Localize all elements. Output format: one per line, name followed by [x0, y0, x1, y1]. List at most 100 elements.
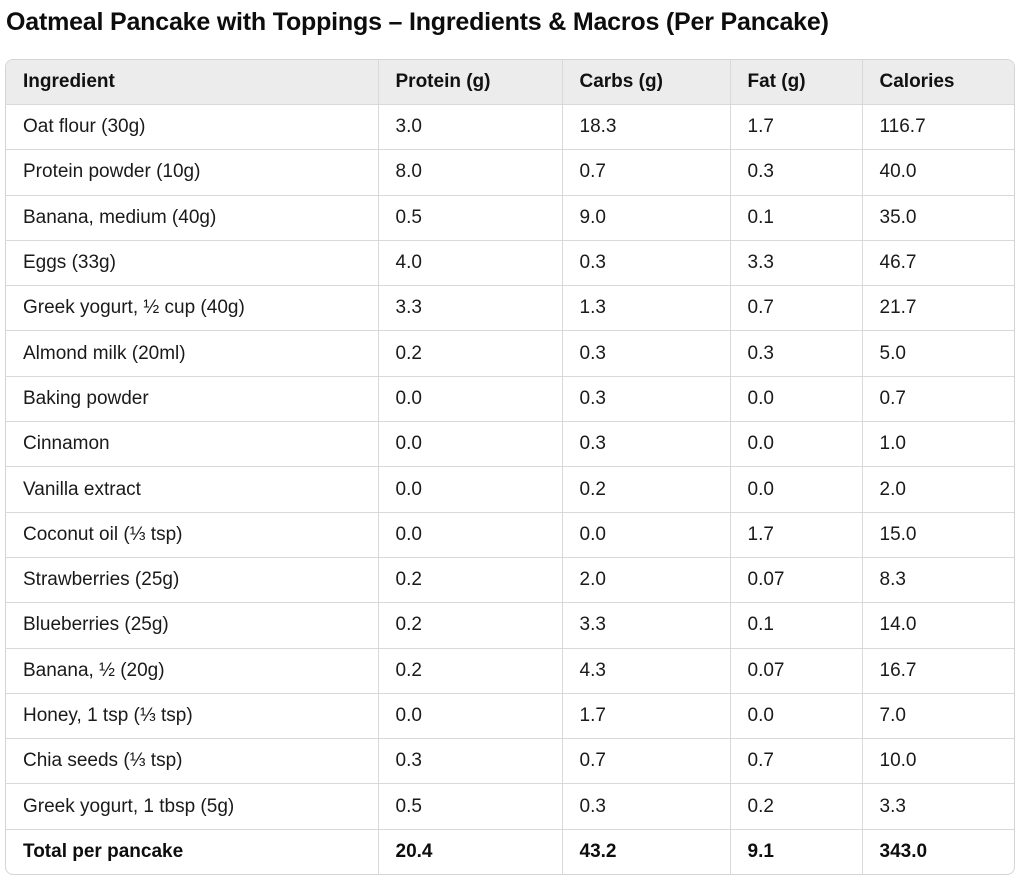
calories-cell: 1.0 — [862, 421, 1014, 468]
fat-cell: 0.7 — [730, 285, 863, 332]
protein-cell: 3.0 — [378, 104, 563, 151]
calories-cell: 15.0 — [862, 512, 1014, 558]
calories-cell: 7.0 — [862, 693, 1014, 740]
ingredient-cell: Protein powder (10g) — [6, 149, 379, 196]
protein-cell: 0.2 — [378, 648, 563, 694]
total-row: Total per pancake 20.4 43.2 9.1 343.0 — [6, 829, 1014, 875]
fat-cell: 0.0 — [730, 466, 863, 513]
fat-cell: 0.0 — [730, 421, 863, 468]
fat-cell: 0.3 — [730, 330, 863, 377]
calories-cell: 3.3 — [862, 783, 1014, 830]
table-row: Protein powder (10g) 8.0 0.7 0.3 40.0 — [6, 149, 1014, 196]
carbs-cell: 1.7 — [562, 693, 731, 740]
ingredient-cell: Banana, medium (40g) — [6, 195, 379, 241]
carbs-cell: 1.3 — [562, 285, 731, 332]
fat-cell: 3.3 — [730, 240, 863, 287]
calories-cell: 0.7 — [862, 376, 1014, 423]
carbs-cell: 18.3 — [562, 104, 731, 151]
protein-cell: 0.2 — [378, 330, 563, 377]
table-header-row: Ingredient Protein (g) Carbs (g) Fat (g)… — [6, 60, 1014, 105]
carbs-cell: 0.3 — [562, 421, 731, 468]
carbs-cell: 0.7 — [562, 738, 731, 785]
carbs-cell: 9.0 — [562, 195, 731, 241]
carbs-cell: 0.2 — [562, 466, 731, 513]
table-row: Greek yogurt, 1 tbsp (5g) 0.5 0.3 0.2 3.3 — [6, 783, 1014, 830]
protein-cell: 4.0 — [378, 240, 563, 287]
ingredient-cell: Chia seeds (⅓ tsp) — [6, 738, 379, 785]
table-row: Coconut oil (⅓ tsp) 0.0 0.0 1.7 15.0 — [6, 512, 1014, 558]
calories-cell: 2.0 — [862, 466, 1014, 513]
ingredient-cell: Almond milk (20ml) — [6, 330, 379, 377]
fat-cell: 0.1 — [730, 602, 863, 649]
total-protein-cell: 20.4 — [378, 829, 563, 875]
ingredient-cell: Blueberries (25g) — [6, 602, 379, 649]
calories-cell: 16.7 — [862, 648, 1014, 694]
calories-cell: 14.0 — [862, 602, 1014, 649]
ingredient-cell: Eggs (33g) — [6, 240, 379, 287]
carbs-cell: 3.3 — [562, 602, 731, 649]
fat-cell: 0.07 — [730, 557, 863, 604]
protein-cell: 0.0 — [378, 376, 563, 423]
macros-table: Ingredient Protein (g) Carbs (g) Fat (g)… — [6, 60, 1014, 875]
ingredient-cell: Cinnamon — [6, 421, 379, 468]
calories-cell: 40.0 — [862, 149, 1014, 196]
table-body: Oat flour (30g) 3.0 18.3 1.7 116.7 Protein po… — [6, 104, 1014, 875]
table-row: Eggs (33g) 4.0 0.3 3.3 46.7 — [6, 240, 1014, 287]
carbs-cell: 2.0 — [562, 557, 731, 604]
protein-cell: 0.5 — [378, 195, 563, 241]
protein-cell: 0.0 — [378, 693, 563, 740]
page-title: Oatmeal Pancake with Toppings – Ingredie… — [6, 8, 829, 36]
table-row: Honey, 1 tsp (⅓ tsp) 0.0 1.7 0.0 7.0 — [6, 693, 1014, 740]
carbs-cell: 0.7 — [562, 149, 731, 196]
protein-cell: 0.0 — [378, 466, 563, 513]
column-header-calories: Calories — [862, 60, 1014, 105]
table-row: Cinnamon 0.0 0.3 0.0 1.0 — [6, 421, 1014, 468]
table-row: Banana, medium (40g) 0.5 9.0 0.1 35.0 — [6, 195, 1014, 241]
fat-cell: 0.0 — [730, 376, 863, 423]
fat-cell: 0.07 — [730, 648, 863, 694]
fat-cell: 0.2 — [730, 783, 863, 830]
table-row: Banana, ½ (20g) 0.2 4.3 0.07 16.7 — [6, 648, 1014, 694]
calories-cell: 10.0 — [862, 738, 1014, 785]
fat-cell: 0.7 — [730, 738, 863, 785]
fat-cell: 0.1 — [730, 195, 863, 241]
column-header-carbs: Carbs (g) — [562, 60, 731, 105]
fat-cell: 0.0 — [730, 693, 863, 740]
total-label-cell: Total per pancake — [6, 829, 379, 875]
column-header-ingredient: Ingredient — [6, 60, 379, 105]
calories-cell: 35.0 — [862, 195, 1014, 241]
table-row: Almond milk (20ml) 0.2 0.3 0.3 5.0 — [6, 330, 1014, 377]
calories-cell: 46.7 — [862, 240, 1014, 287]
table-row: Strawberries (25g) 0.2 2.0 0.07 8.3 — [6, 557, 1014, 604]
protein-cell: 3.3 — [378, 285, 563, 332]
ingredient-cell: Honey, 1 tsp (⅓ tsp) — [6, 693, 379, 740]
carbs-cell: 0.3 — [562, 376, 731, 423]
protein-cell: 0.0 — [378, 512, 563, 558]
protein-cell: 0.2 — [378, 602, 563, 649]
ingredient-cell: Baking powder — [6, 376, 379, 423]
ingredient-cell: Oat flour (30g) — [6, 104, 379, 151]
ingredient-cell: Banana, ½ (20g) — [6, 648, 379, 694]
ingredient-cell: Vanilla extract — [6, 466, 379, 513]
calories-cell: 21.7 — [862, 285, 1014, 332]
ingredient-cell: Greek yogurt, 1 tbsp (5g) — [6, 783, 379, 830]
total-calories-cell: 343.0 — [879, 840, 928, 862]
protein-cell: 0.2 — [378, 557, 563, 604]
macros-table-container: Ingredient Protein (g) Carbs (g) Fat (g)… — [5, 59, 1015, 876]
protein-cell: 0.3 — [378, 738, 563, 785]
carbs-cell: 4.3 — [562, 648, 731, 694]
fat-cell: 0.3 — [730, 149, 863, 196]
calories-cell: 8.3 — [862, 557, 1014, 604]
table-row: Blueberries (25g) 0.2 3.3 0.1 14.0 — [6, 602, 1014, 649]
calories-cell: 5.0 — [862, 330, 1014, 377]
table-row: Vanilla extract 0.0 0.2 0.0 2.0 — [6, 466, 1014, 513]
carbs-cell: 0.3 — [562, 240, 731, 287]
column-header-fat: Fat (g) — [730, 60, 863, 105]
carbs-cell: 0.0 — [562, 512, 731, 558]
fat-cell: 1.7 — [730, 104, 863, 151]
table-row: Baking powder 0.0 0.3 0.0 0.7 — [6, 376, 1014, 423]
total-fat-cell: 9.1 — [730, 829, 863, 875]
carbs-cell: 0.3 — [562, 330, 731, 377]
ingredient-cell: Strawberries (25g) — [6, 557, 379, 604]
protein-cell: 0.5 — [378, 783, 563, 830]
